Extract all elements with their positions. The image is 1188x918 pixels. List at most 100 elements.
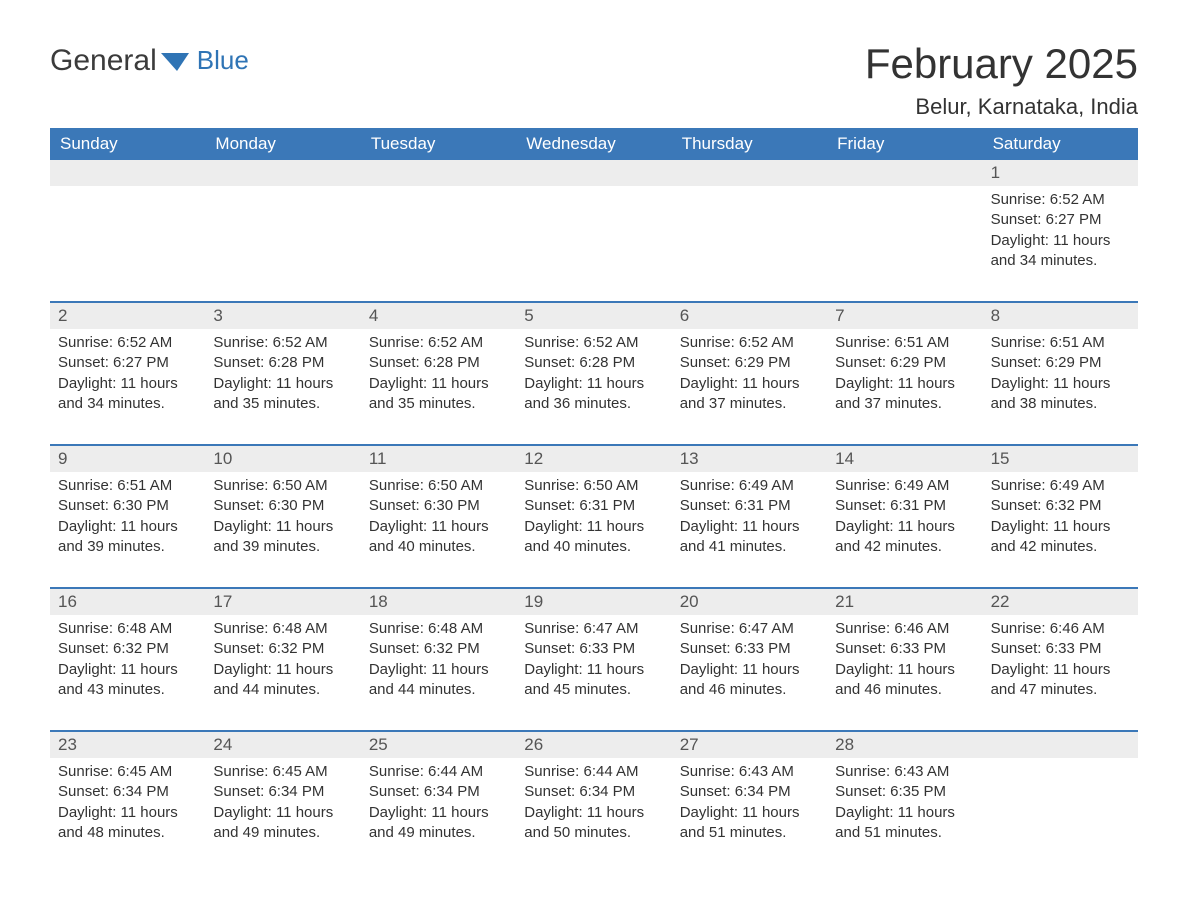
sunset-text: Sunset: 6:30 PM: [369, 496, 508, 516]
day-number: 14: [827, 446, 982, 472]
sunset-text: Sunset: 6:28 PM: [524, 353, 663, 373]
day-number: 10: [205, 446, 360, 472]
day-number: 23: [50, 732, 205, 758]
sunset-text: Sunset: 6:31 PM: [524, 496, 663, 516]
weekday-tuesday: Tuesday: [361, 128, 516, 160]
empty-day-number: [516, 160, 671, 186]
day-number: 20: [672, 589, 827, 615]
empty-day-number: [361, 160, 516, 186]
day-cell: Sunrise: 6:52 AMSunset: 6:27 PMDaylight:…: [983, 186, 1138, 273]
day-cell: Sunrise: 6:43 AMSunset: 6:34 PMDaylight:…: [672, 758, 827, 845]
weekday-monday: Monday: [205, 128, 360, 160]
day-cell: Sunrise: 6:50 AMSunset: 6:30 PMDaylight:…: [361, 472, 516, 559]
sunrise-text: Sunrise: 6:50 AM: [369, 476, 508, 496]
sunset-text: Sunset: 6:34 PM: [369, 782, 508, 802]
daylight-text: Daylight: 11 hours and 47 minutes.: [991, 660, 1130, 701]
daylight-text: Daylight: 11 hours and 46 minutes.: [835, 660, 974, 701]
empty-day-number: [827, 160, 982, 186]
day-cell: Sunrise: 6:48 AMSunset: 6:32 PMDaylight:…: [205, 615, 360, 702]
empty-day-cell: [361, 186, 516, 273]
sunrise-text: Sunrise: 6:47 AM: [524, 619, 663, 639]
daylight-text: Daylight: 11 hours and 41 minutes.: [680, 517, 819, 558]
daylight-text: Daylight: 11 hours and 40 minutes.: [524, 517, 663, 558]
day-cell: Sunrise: 6:49 AMSunset: 6:31 PMDaylight:…: [827, 472, 982, 559]
day-number: 16: [50, 589, 205, 615]
sunrise-text: Sunrise: 6:52 AM: [58, 333, 197, 353]
daylight-text: Daylight: 11 hours and 35 minutes.: [369, 374, 508, 415]
brand-logo: General Blue: [50, 40, 249, 78]
sunset-text: Sunset: 6:34 PM: [213, 782, 352, 802]
day-number: 21: [827, 589, 982, 615]
daylight-text: Daylight: 11 hours and 34 minutes.: [991, 231, 1130, 272]
day-number: 8: [983, 303, 1138, 329]
sunset-text: Sunset: 6:29 PM: [991, 353, 1130, 373]
day-number: 24: [205, 732, 360, 758]
empty-day-cell: [672, 186, 827, 273]
daylight-text: Daylight: 11 hours and 37 minutes.: [835, 374, 974, 415]
day-number: 27: [672, 732, 827, 758]
day-cell: Sunrise: 6:50 AMSunset: 6:31 PMDaylight:…: [516, 472, 671, 559]
week-body: Sunrise: 6:52 AMSunset: 6:27 PMDaylight:…: [50, 329, 1138, 416]
sunset-text: Sunset: 6:32 PM: [991, 496, 1130, 516]
day-cell: Sunrise: 6:51 AMSunset: 6:29 PMDaylight:…: [983, 329, 1138, 416]
sunrise-text: Sunrise: 6:45 AM: [58, 762, 197, 782]
empty-day-cell: [827, 186, 982, 273]
sunset-text: Sunset: 6:33 PM: [991, 639, 1130, 659]
day-number: 13: [672, 446, 827, 472]
brand-part1: General: [50, 44, 157, 78]
title-block: February 2025 Belur, Karnataka, India: [865, 40, 1138, 120]
day-cell: Sunrise: 6:49 AMSunset: 6:31 PMDaylight:…: [672, 472, 827, 559]
day-cell: Sunrise: 6:47 AMSunset: 6:33 PMDaylight:…: [516, 615, 671, 702]
weekday-thursday: Thursday: [672, 128, 827, 160]
sunset-text: Sunset: 6:34 PM: [680, 782, 819, 802]
sunset-text: Sunset: 6:30 PM: [213, 496, 352, 516]
day-number: 17: [205, 589, 360, 615]
sunrise-text: Sunrise: 6:46 AM: [835, 619, 974, 639]
sunset-text: Sunset: 6:27 PM: [58, 353, 197, 373]
sunset-text: Sunset: 6:32 PM: [213, 639, 352, 659]
daylight-text: Daylight: 11 hours and 39 minutes.: [213, 517, 352, 558]
day-cell: Sunrise: 6:44 AMSunset: 6:34 PMDaylight:…: [516, 758, 671, 845]
weekday-header: SundayMondayTuesdayWednesdayThursdayFrid…: [50, 128, 1138, 160]
day-number: 19: [516, 589, 671, 615]
empty-day-cell: [516, 186, 671, 273]
week-body: Sunrise: 6:45 AMSunset: 6:34 PMDaylight:…: [50, 758, 1138, 845]
sunset-text: Sunset: 6:34 PM: [524, 782, 663, 802]
empty-day-cell: [983, 758, 1138, 845]
sunrise-text: Sunrise: 6:44 AM: [524, 762, 663, 782]
sunrise-text: Sunrise: 6:50 AM: [524, 476, 663, 496]
week-body: Sunrise: 6:51 AMSunset: 6:30 PMDaylight:…: [50, 472, 1138, 559]
daylight-text: Daylight: 11 hours and 37 minutes.: [680, 374, 819, 415]
sunrise-text: Sunrise: 6:43 AM: [680, 762, 819, 782]
day-cell: Sunrise: 6:46 AMSunset: 6:33 PMDaylight:…: [827, 615, 982, 702]
day-number: 2: [50, 303, 205, 329]
week-numstrip: 1: [50, 160, 1138, 186]
sunrise-text: Sunrise: 6:45 AM: [213, 762, 352, 782]
sunrise-text: Sunrise: 6:48 AM: [369, 619, 508, 639]
sunset-text: Sunset: 6:34 PM: [58, 782, 197, 802]
day-number: 7: [827, 303, 982, 329]
daylight-text: Daylight: 11 hours and 34 minutes.: [58, 374, 197, 415]
daylight-text: Daylight: 11 hours and 38 minutes.: [991, 374, 1130, 415]
daylight-text: Daylight: 11 hours and 46 minutes.: [680, 660, 819, 701]
daylight-text: Daylight: 11 hours and 50 minutes.: [524, 803, 663, 844]
week-numstrip: 232425262728: [50, 730, 1138, 758]
daylight-text: Daylight: 11 hours and 45 minutes.: [524, 660, 663, 701]
sunrise-text: Sunrise: 6:49 AM: [680, 476, 819, 496]
day-number: 9: [50, 446, 205, 472]
week-numstrip: 9101112131415: [50, 444, 1138, 472]
flag-icon: [161, 49, 195, 73]
header: General Blue February 2025 Belur, Karnat…: [50, 40, 1138, 120]
sunset-text: Sunset: 6:32 PM: [369, 639, 508, 659]
location: Belur, Karnataka, India: [865, 94, 1138, 120]
sunset-text: Sunset: 6:33 PM: [835, 639, 974, 659]
daylight-text: Daylight: 11 hours and 36 minutes.: [524, 374, 663, 415]
daylight-text: Daylight: 11 hours and 35 minutes.: [213, 374, 352, 415]
day-cell: Sunrise: 6:49 AMSunset: 6:32 PMDaylight:…: [983, 472, 1138, 559]
week-body: Sunrise: 6:52 AMSunset: 6:27 PMDaylight:…: [50, 186, 1138, 273]
weekday-wednesday: Wednesday: [516, 128, 671, 160]
daylight-text: Daylight: 11 hours and 39 minutes.: [58, 517, 197, 558]
week-numstrip: 2345678: [50, 301, 1138, 329]
weekday-sunday: Sunday: [50, 128, 205, 160]
day-cell: Sunrise: 6:52 AMSunset: 6:29 PMDaylight:…: [672, 329, 827, 416]
